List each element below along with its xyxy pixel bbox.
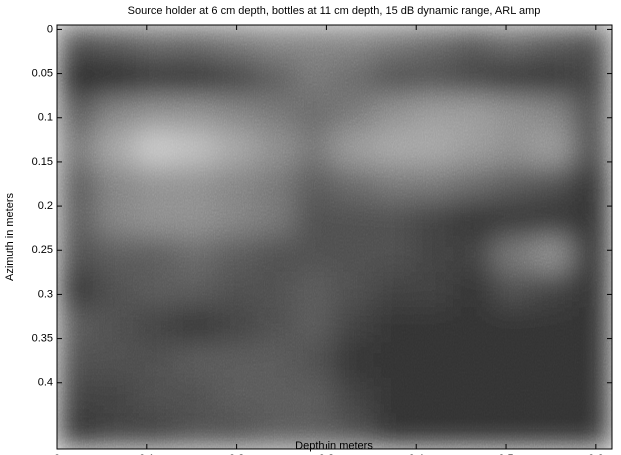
y-axis-label: Azimuth in meters [4,192,16,281]
x-tick-label: 0.4 [409,453,424,455]
y-tick-label: 0.05 [32,67,53,79]
texture [57,25,612,449]
plot-frame [56,24,613,450]
x-tick-label: 0.1 [139,453,154,455]
y-tick-label: 0.35 [32,332,53,344]
chart-title: Source holder at 6 cm depth, bottles at … [128,5,541,17]
x-tick-label: 0 [54,453,60,455]
x-tick-label: 0.3 [319,453,334,455]
x-tick-label: 0.2 [229,453,244,455]
y-tick-label: 0.2 [38,200,53,212]
x-tick-label: 0.6 [588,453,603,455]
x-tick-label: 0.5 [498,453,513,455]
y-tick-label: 0.1 [38,112,53,124]
y-tick-label: 0.25 [32,244,53,256]
x-axis-label: Depth in meters [295,440,373,452]
y-tick-label: 0.4 [38,377,53,389]
y-tick-label: 0.3 [38,288,53,300]
y-tick-label: 0.15 [32,156,53,168]
y-tick-label: 0 [47,23,53,35]
